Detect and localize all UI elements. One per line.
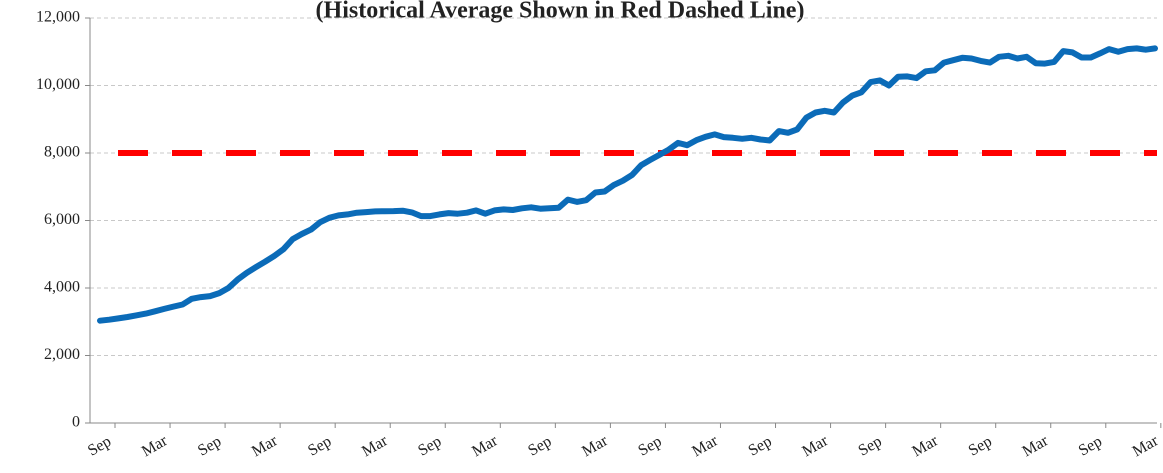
y-tick-label: 0: [72, 414, 80, 431]
x-tick-label: Mar: [579, 432, 611, 460]
x-tick-label: Mar: [139, 432, 171, 460]
y-tick-label: 6,000: [44, 211, 80, 228]
y-tick-label: 2,000: [44, 346, 80, 363]
x-tick-label: Mar: [249, 432, 281, 460]
x-tick-label: Mar: [799, 432, 831, 460]
x-tick-label: Mar: [469, 432, 501, 460]
x-tick-label: Sep: [85, 433, 114, 460]
data-line: [97, 45, 1158, 324]
x-tick-label: Mar: [1130, 432, 1162, 460]
y-tick-label: 8,000: [44, 144, 80, 161]
x-tick-label: Mar: [909, 432, 941, 460]
chart-title: (Historical Average Shown in Red Dashed …: [316, 0, 805, 24]
x-tick-label: Sep: [966, 433, 995, 460]
x-tick-label: Mar: [1020, 432, 1052, 460]
y-tick-label: 4,000: [44, 279, 80, 296]
x-tick-label: Sep: [635, 433, 664, 460]
x-tick-label: Sep: [195, 433, 224, 460]
x-tick-label: Mar: [359, 432, 391, 460]
x-tick-label: Sep: [856, 433, 885, 460]
x-tick-label: Sep: [415, 433, 444, 460]
x-tick-label: Sep: [745, 433, 774, 460]
y-tick-label: 12,000: [36, 9, 80, 26]
x-tick-label: Sep: [305, 433, 334, 460]
x-tick-label: Sep: [525, 433, 554, 460]
y-tick-label: 10,000: [36, 76, 80, 93]
x-tick-label: Sep: [1076, 433, 1105, 460]
x-tick-label: Mar: [689, 432, 721, 460]
